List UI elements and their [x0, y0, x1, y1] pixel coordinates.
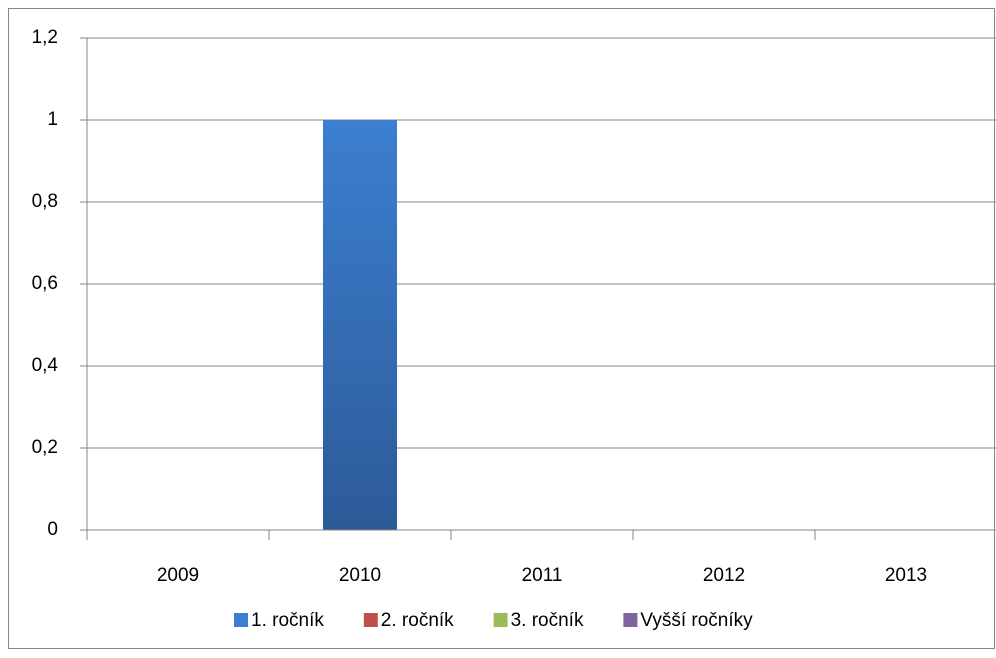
x-tick-label: 2010 — [339, 565, 381, 586]
y-tick-label: 0,8 — [32, 191, 58, 212]
legend-label: Vyšší ročníky — [640, 610, 753, 631]
legend-swatch — [623, 613, 638, 627]
y-tick-label: 1 — [47, 109, 58, 130]
y-tick-label: 1,2 — [32, 27, 58, 48]
x-tick-label: 2011 — [522, 565, 563, 586]
legend-swatch — [363, 613, 378, 627]
bar — [323, 120, 397, 530]
y-tick-label: 0,4 — [32, 355, 59, 376]
y-tick-label: 0,2 — [32, 437, 58, 458]
x-tick-label: 2009 — [157, 565, 199, 586]
legend-label: 1. ročník — [251, 610, 324, 631]
y-tick-label: 0,6 — [32, 273, 58, 294]
x-tick-label: 2013 — [885, 565, 927, 586]
legend-swatch — [234, 613, 248, 627]
legend-label: 2. ročník — [381, 610, 454, 631]
y-tick-label: 0 — [47, 519, 58, 540]
x-tick-label: 2012 — [703, 565, 745, 586]
legend-swatch — [493, 613, 508, 627]
chart-border — [8, 8, 995, 649]
legend-label: 3. ročník — [511, 610, 584, 631]
